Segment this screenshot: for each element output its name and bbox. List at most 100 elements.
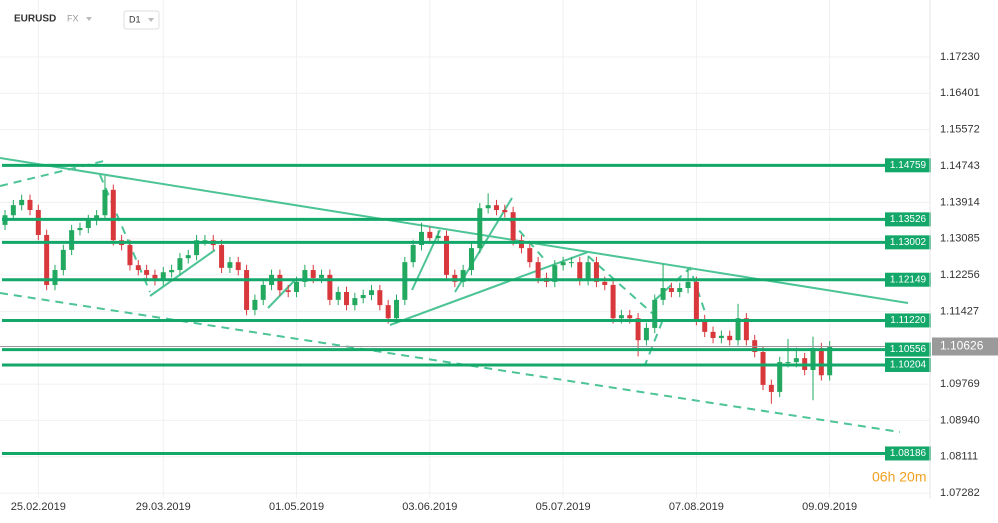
candle-body — [718, 335, 724, 338]
trend-line — [509, 219, 546, 261]
candle-body — [360, 295, 366, 299]
candle-body — [727, 335, 733, 341]
candle-body — [135, 265, 141, 271]
candle-body — [585, 262, 591, 281]
candle-body — [760, 352, 766, 385]
candle-body — [477, 208, 483, 249]
candle-body — [110, 189, 116, 241]
candle-body — [410, 245, 416, 263]
timeframe[interactable]: D1 — [129, 14, 141, 24]
x-tick-label: 09.09.2019 — [802, 501, 857, 513]
candle-body — [219, 245, 225, 268]
candle-body — [768, 384, 774, 392]
grid — [0, 0, 930, 498]
level-label: 1.08186 — [890, 448, 927, 459]
candle-body — [677, 288, 683, 292]
candle-body — [10, 205, 16, 216]
trend-line — [267, 279, 296, 309]
candle-body — [377, 290, 383, 306]
candle-body — [102, 189, 108, 216]
candle-body — [160, 272, 166, 281]
y-tick-label: 1.14743 — [940, 160, 980, 172]
current-price-label: 1.10626 — [940, 339, 984, 353]
candle-body — [818, 348, 824, 376]
y-tick-label: 1.17230 — [940, 51, 980, 63]
candle-body — [743, 318, 749, 341]
level-label-box — [885, 235, 931, 250]
candle-body — [643, 327, 649, 341]
level-label-box — [885, 313, 931, 328]
symbol: EURUSD — [14, 14, 56, 25]
candle-body — [227, 262, 233, 268]
dropdown-arrow[interactable] — [148, 18, 154, 22]
candle-body — [460, 270, 466, 282]
dropdown-arrow[interactable] — [86, 17, 92, 21]
level-label: 1.13526 — [890, 214, 927, 225]
candle-body — [518, 240, 524, 249]
candle-body — [127, 245, 133, 266]
trend-line — [99, 174, 151, 293]
y-tick-label: 1.13914 — [940, 196, 980, 208]
candle-body — [577, 262, 583, 281]
candle-body — [35, 209, 41, 235]
candle-body — [810, 348, 816, 370]
candle-body — [610, 284, 616, 319]
y-tick-label: 1.15572 — [940, 124, 980, 136]
level-label-box — [885, 212, 931, 227]
level-label: 1.11220 — [890, 315, 926, 326]
level-label: 1.10556 — [890, 344, 927, 355]
y-tick-label: 1.09769 — [940, 378, 980, 390]
level-label-box — [885, 272, 931, 287]
x-tick-label: 25.02.2019 — [11, 501, 66, 513]
x-tick-label: 05.07.2019 — [536, 501, 591, 513]
candle-body — [660, 288, 666, 300]
candle-body — [144, 270, 150, 275]
candle-body — [419, 231, 424, 246]
candle-body — [169, 270, 175, 273]
candle-body — [302, 270, 308, 282]
candle-body — [319, 274, 325, 278]
candle-body — [635, 318, 641, 341]
candle-body — [294, 281, 300, 292]
candle-body — [285, 290, 291, 292]
candle-body — [352, 298, 358, 306]
candle-body — [77, 227, 83, 231]
candle-body — [568, 262, 574, 264]
trend-line — [149, 249, 216, 297]
level-label: 1.12149 — [890, 274, 927, 285]
timeframe-select[interactable] — [123, 10, 160, 30]
candle-body — [777, 362, 783, 392]
level-label-box — [885, 446, 931, 461]
candle-body — [485, 205, 491, 209]
candle-body — [277, 274, 283, 291]
x-tick-label: 03.06.2019 — [402, 501, 457, 513]
candles — [2, 175, 833, 404]
candle-body — [693, 281, 699, 321]
candle-body — [335, 291, 341, 300]
candle-body — [502, 209, 508, 213]
levels: 1.10626 1.14759 1.13526 1.13002 1.12149 1.112… — [0, 158, 998, 461]
candle-body — [185, 255, 191, 259]
level-label-box — [885, 357, 931, 372]
candle-body — [177, 258, 183, 271]
current-price-box — [932, 337, 998, 356]
candle-body — [385, 305, 391, 319]
candle-body — [668, 288, 674, 292]
candle-body — [602, 281, 608, 285]
candle-body — [785, 362, 791, 364]
candle-body — [510, 212, 516, 241]
x-tick-label: 29.03.2019 — [136, 501, 191, 513]
candle-body — [69, 230, 75, 250]
level-label-box — [885, 158, 931, 173]
candle-body — [493, 205, 499, 210]
y-tick-label: 1.16401 — [940, 87, 980, 99]
candle-body — [85, 220, 91, 228]
trend-line — [0, 292, 901, 433]
y-tick-label: 1.07282 — [940, 487, 980, 499]
x-tick-label: 01.05.2019 — [269, 501, 324, 513]
level-label: 1.14759 — [890, 160, 927, 171]
candle-body — [27, 199, 33, 210]
